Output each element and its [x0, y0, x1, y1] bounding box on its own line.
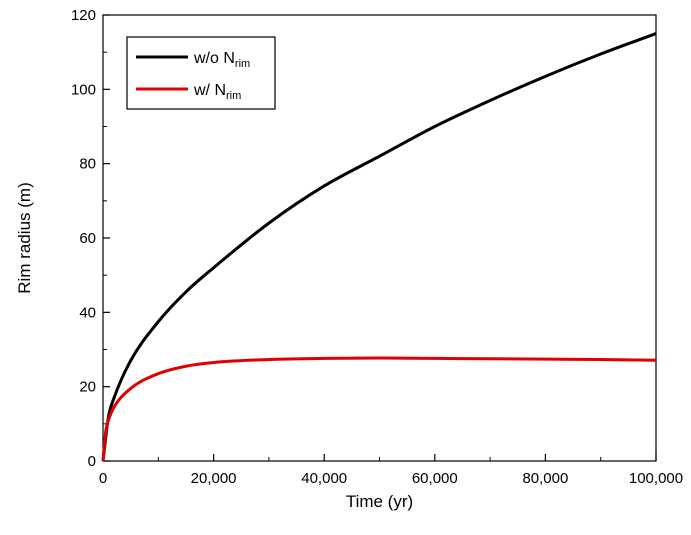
- series-line-0: [101, 32, 657, 462]
- x-tick-label: 0: [99, 470, 107, 487]
- legend-label-0-main: w/o N: [193, 50, 235, 67]
- legend-label-1-main: w/ N: [193, 82, 226, 99]
- x-tick-label: 60,000: [412, 470, 458, 487]
- y-tick-label: 20: [79, 379, 96, 396]
- x-axis-label: Time (yr): [346, 492, 413, 511]
- y-tick-label: 60: [79, 230, 96, 247]
- x-tick-label: 40,000: [301, 470, 347, 487]
- y-tick-label: 40: [79, 304, 96, 321]
- tick-labels: 0 20,000 40,000 60,000 80,000 100,000 0 20 40 60 8…: [71, 7, 683, 487]
- x-tick-label: 80,000: [522, 470, 568, 487]
- y-tick-label: 0: [88, 453, 96, 470]
- legend: w/o Nrim w/ Nrim: [126, 36, 276, 110]
- y-tick-label: 120: [71, 7, 96, 24]
- series-lines: [101, 32, 657, 462]
- legend-label-1-subscript: rim: [226, 90, 241, 102]
- y-axis-label: Rim radius (m): [15, 182, 34, 293]
- series-line-1: [101, 356, 657, 462]
- legend-box: [126, 36, 276, 110]
- x-tick-label: 20,000: [191, 470, 237, 487]
- y-tick-label: 100: [71, 81, 96, 98]
- y-tick-label: 80: [79, 156, 96, 173]
- legend-label-0: w/o Nrim: [193, 50, 250, 70]
- legend-label-1: w/ Nrim: [193, 82, 241, 102]
- x-tick-label: 100,000: [629, 470, 683, 487]
- legend-label-0-subscript: rim: [235, 58, 250, 70]
